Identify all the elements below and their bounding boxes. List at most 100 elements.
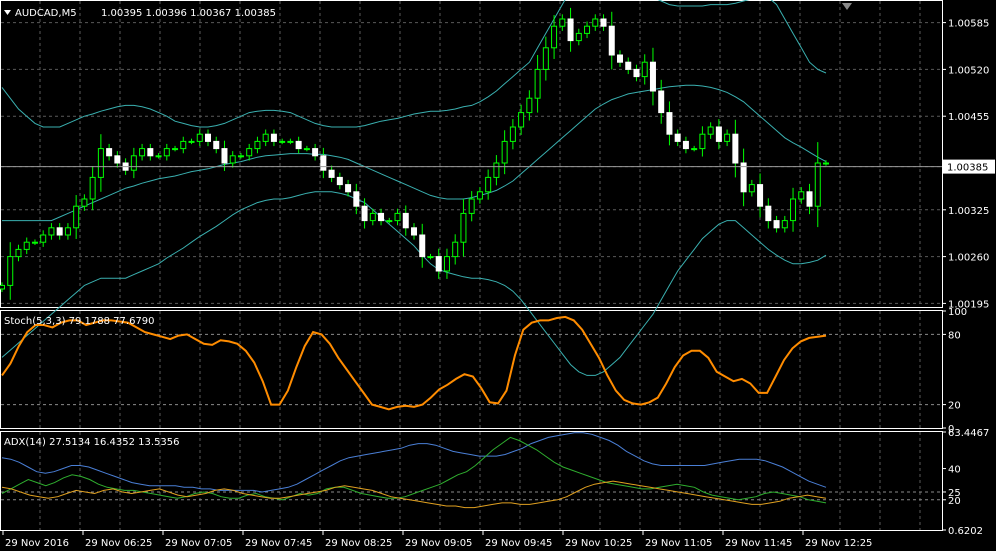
candle-bear bbox=[666, 112, 673, 135]
candle-bull bbox=[130, 155, 137, 171]
candle-bull bbox=[73, 205, 80, 229]
adx-axis-label: 25 bbox=[948, 488, 961, 499]
price-axis-label: 1.00585 bbox=[948, 19, 989, 30]
candle-bull bbox=[64, 227, 71, 236]
candle-bull bbox=[485, 176, 492, 193]
candle-bear bbox=[435, 256, 442, 272]
candle-bull bbox=[452, 241, 459, 258]
candle-bear bbox=[682, 140, 689, 150]
bollinger-lower-line bbox=[1, 191, 827, 376]
main-header-ohlc: 1.00395 1.00396 1.00367 1.00385 bbox=[101, 8, 276, 19]
candle-bear bbox=[617, 54, 623, 63]
adx-line-1 bbox=[1, 436, 827, 504]
candle-bull bbox=[559, 18, 566, 27]
chart-grid bbox=[1, 1, 942, 530]
candle-bear bbox=[106, 148, 113, 157]
candle-bull bbox=[81, 198, 88, 207]
axes: 1.00585 1.00520 1.00455 1.00325 1.00260 1.001… bbox=[2, 19, 995, 549]
candle-bull bbox=[724, 133, 731, 142]
candle-bear bbox=[295, 140, 302, 150]
adx-axis-label: 63.4467 bbox=[948, 428, 989, 439]
candle-bull bbox=[443, 256, 450, 272]
candle-bull bbox=[163, 148, 170, 157]
candle-bull bbox=[0, 284, 5, 290]
time-axis-label: 29 Nov 08:25 bbox=[325, 538, 392, 549]
candle-bull bbox=[394, 212, 401, 222]
candle-bear bbox=[221, 148, 228, 164]
time-axis-label: 29 Nov 2016 bbox=[5, 538, 69, 549]
price-axis-label: 1.00195 bbox=[948, 299, 989, 310]
candle-bull bbox=[287, 140, 294, 143]
time-axis-label: 29 Nov 10:25 bbox=[565, 538, 632, 549]
candle-bull bbox=[279, 140, 286, 143]
adx-axis-label: 20 bbox=[948, 496, 961, 507]
candle-bear bbox=[732, 133, 739, 164]
candle-bull bbox=[237, 155, 244, 158]
candle-bear bbox=[213, 140, 220, 150]
candle-bull bbox=[427, 256, 434, 259]
candle-bear bbox=[361, 205, 368, 222]
candle-bull bbox=[551, 25, 558, 49]
candle-bull bbox=[542, 47, 549, 70]
candle-bull bbox=[534, 68, 541, 99]
candle-bull bbox=[155, 155, 162, 158]
candle-bull bbox=[97, 148, 104, 178]
candle-bear bbox=[353, 191, 360, 207]
adx-panel bbox=[1, 432, 942, 509]
candle-bull bbox=[691, 148, 698, 151]
adx-header: ADX(14) 27.5134 16.4352 13.5356 bbox=[4, 437, 180, 448]
candle-bull bbox=[575, 32, 582, 42]
time-axis-label: 29 Nov 11:45 bbox=[725, 538, 792, 549]
candle-bear bbox=[608, 25, 615, 56]
candle-bear bbox=[345, 184, 352, 193]
adx-line-0 bbox=[1, 432, 827, 493]
candle-bear bbox=[411, 227, 417, 236]
candle-bull bbox=[781, 220, 788, 229]
candle-bear bbox=[649, 61, 656, 92]
candle-bull bbox=[40, 234, 47, 243]
adx-panel-frame bbox=[0, 431, 943, 531]
candle-bear bbox=[419, 234, 426, 258]
candle-bear bbox=[757, 184, 764, 207]
candle-bear bbox=[715, 126, 722, 142]
candle-bear bbox=[765, 205, 772, 222]
main-panel-frame bbox=[0, 0, 943, 308]
bollinger-middle-line bbox=[2, 84, 827, 222]
candle-bear bbox=[625, 61, 632, 70]
candle-bull bbox=[7, 256, 14, 286]
candle-bull bbox=[180, 140, 187, 150]
candle-bear bbox=[600, 18, 607, 27]
candle-bear bbox=[740, 162, 747, 193]
candle-bear bbox=[114, 155, 121, 164]
time-axis-label: 29 Nov 09:45 bbox=[485, 538, 552, 549]
candle-bull bbox=[369, 212, 376, 222]
candle-bull bbox=[493, 162, 500, 178]
main-header-symbol: AUDCAD,M5 bbox=[15, 8, 77, 19]
candle-bull bbox=[15, 248, 22, 258]
candle-bear bbox=[773, 220, 780, 229]
candle-bull bbox=[790, 198, 797, 222]
dropdown-triangle-icon[interactable] bbox=[4, 10, 11, 15]
adx-axis-label: 40 bbox=[948, 465, 961, 476]
price-panel bbox=[0, 0, 942, 376]
candle-bear bbox=[633, 68, 640, 78]
candle-bear bbox=[336, 176, 343, 186]
candle-bull bbox=[460, 212, 467, 243]
candle-bull bbox=[139, 148, 146, 157]
candle-bull bbox=[196, 133, 203, 142]
time-axis-label: 29 Nov 12:25 bbox=[805, 538, 872, 549]
candle-bull bbox=[246, 148, 253, 157]
shift-marker-icon[interactable] bbox=[842, 3, 852, 10]
price-axis-label: 1.00260 bbox=[948, 253, 989, 264]
price-axis-label: 1.00325 bbox=[948, 206, 989, 217]
candle-bear bbox=[378, 212, 385, 222]
candle-bull bbox=[814, 162, 821, 207]
price-axis-label: 1.00520 bbox=[948, 65, 989, 76]
candle-bull bbox=[501, 140, 508, 164]
stochastic-panel bbox=[1, 315, 942, 411]
stochastic-axis-label: 20 bbox=[948, 401, 961, 412]
candle-bear bbox=[147, 148, 154, 157]
candle-bull bbox=[254, 140, 261, 150]
bollinger-upper-line bbox=[1, 0, 827, 128]
candle-bull bbox=[584, 25, 591, 34]
